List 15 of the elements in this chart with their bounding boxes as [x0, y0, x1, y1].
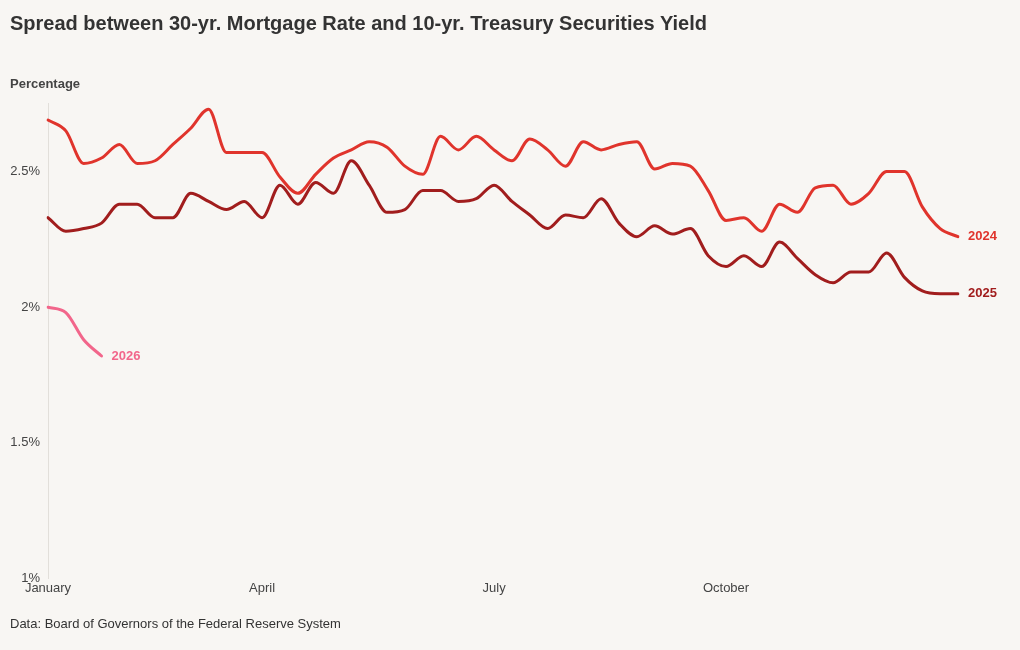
chart-title: Spread between 30-yr. Mortgage Rate and 10-yr. Treasury Securities Yield: [10, 12, 707, 35]
line-series: [46, 305, 104, 358]
series-label: 2025: [968, 285, 997, 301]
line-series: [46, 159, 960, 296]
text: Data: Board of Governors of the Federal Reserve System: [10, 616, 341, 631]
x-tick-label: July: [482, 579, 507, 595]
y-tick-label: 2%: [21, 298, 41, 314]
y-axis-title: Percentage: [10, 76, 81, 91]
line-series: [46, 107, 960, 239]
y-tick-label: 2.5%: [10, 163, 41, 179]
x-tick-label: April: [249, 579, 276, 595]
y-tick-label: 1.5%: [10, 434, 41, 450]
x-tick-label: October: [702, 579, 750, 595]
series-label: 2024: [968, 228, 998, 244]
series-label: 2026: [111, 347, 141, 363]
